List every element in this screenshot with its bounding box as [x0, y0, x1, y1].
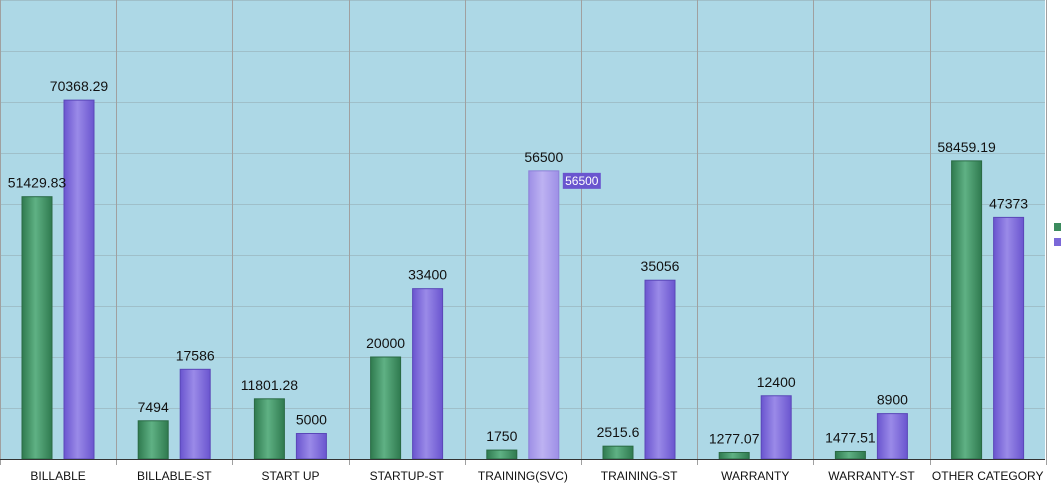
value-label: 58459.19: [937, 139, 996, 155]
category-label: OTHER CATEGORY: [932, 469, 1044, 483]
bar-series-2-warranty-st[interactable]: [876, 413, 908, 460]
value-label: 20000: [366, 335, 405, 351]
value-label: 1750: [486, 428, 517, 444]
bar-series-2-billable-st[interactable]: [179, 368, 211, 460]
value-label: 17586: [176, 347, 215, 363]
hover-tooltip: 56500: [562, 172, 601, 189]
category-label: STARTUP-ST: [370, 469, 445, 483]
bar-series-1-training-svc-[interactable]: [486, 449, 518, 460]
value-label: 70368.29: [50, 78, 109, 94]
category-label: BILLABLE: [30, 469, 85, 483]
tooltip-box: [562, 172, 601, 189]
bar-series-2-startup-st[interactable]: [412, 288, 444, 460]
bars: [21, 99, 1025, 460]
bar-series-2-training-svc-[interactable]: [528, 170, 560, 460]
bar-series-1-other-category[interactable]: [951, 160, 983, 460]
bar-series-1-warranty[interactable]: [718, 451, 750, 460]
category-label: TRAINING-ST: [601, 469, 678, 483]
value-label: 33400: [408, 267, 447, 283]
bar-series-1-startup-st[interactable]: [370, 356, 402, 460]
category-labels: BILLABLE BILLABLE-ST START UP STARTUP-ST TRA…: [30, 469, 1043, 483]
bar-series-2-warranty[interactable]: [760, 395, 792, 460]
value-label: 47373: [989, 195, 1028, 211]
bar-series-1-start-up[interactable]: [253, 398, 285, 460]
value-label: 1477.51: [825, 429, 876, 445]
grid-lines: [0, 0, 1047, 465]
value-label: 1277.07: [709, 430, 760, 446]
value-label: 51429.83: [8, 175, 67, 191]
plot-area: [0, 0, 1045, 459]
category-label: START UP: [261, 469, 319, 483]
bar-series-2-start-up[interactable]: [295, 433, 327, 460]
category-label: WARRANTY: [721, 469, 789, 483]
bar-series-1-training-st[interactable]: [602, 445, 634, 460]
value-label: 8900: [877, 392, 908, 408]
value-label: 11801.28: [241, 377, 299, 393]
bar-series-1-billable[interactable]: [21, 196, 53, 460]
bar-series-1-warranty-st[interactable]: [834, 450, 866, 460]
value-label: 2515.6: [597, 424, 640, 440]
legend-swatch-series-1: [1054, 223, 1061, 231]
category-label: WARRANTY-ST: [828, 469, 915, 483]
value-label: 12400: [757, 374, 796, 390]
value-label: 56500: [524, 149, 563, 165]
bar-series-1-billable-st[interactable]: [137, 420, 169, 460]
value-label: 7494: [138, 399, 169, 415]
category-label: TRAINING(SVC): [478, 469, 568, 483]
legend-swatch-series-2: [1054, 238, 1061, 246]
value-label: 5000: [296, 412, 327, 428]
bar-series-2-training-st[interactable]: [644, 279, 676, 460]
value-labels: 51429.83 70368.29 7494 17586 11801.28 5000 200…: [8, 78, 1028, 446]
bar-series-2-other-category[interactable]: [993, 216, 1025, 460]
value-label: 35056: [641, 258, 680, 274]
category-label: BILLABLE-ST: [137, 469, 212, 483]
tooltip-label: 56500: [565, 174, 599, 188]
bar-series-2-billable[interactable]: [63, 99, 95, 460]
